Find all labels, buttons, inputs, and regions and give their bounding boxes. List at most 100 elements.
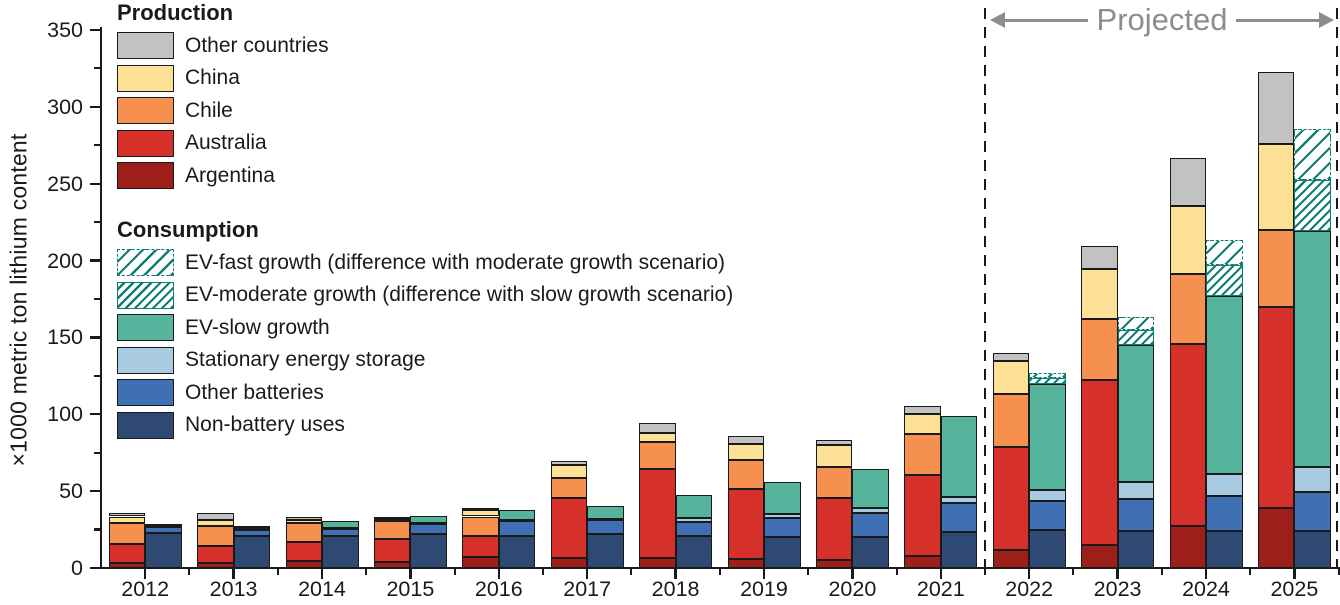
consumption-segment-other-batteries [233, 529, 271, 536]
production-segment-argentina [1081, 544, 1118, 568]
production-segment-australia [639, 468, 676, 558]
legend-production-items: Other countries China Chile Australia Argent… [117, 32, 329, 189]
y-tick [94, 297, 100, 300]
x-tick [497, 569, 500, 579]
x-tick [276, 569, 279, 575]
production-segment-chile [992, 393, 1030, 448]
x-tick-label: 2021 [916, 577, 965, 601]
production-segment-china [550, 465, 588, 479]
x-tick [586, 569, 589, 579]
consumption-segment-ev-slow-growth [498, 510, 536, 520]
consumption-segment-ev-slow-growth [764, 481, 801, 514]
production-segment-china [815, 445, 853, 467]
legend-item: Other countries [117, 32, 329, 59]
y-tick [94, 67, 100, 70]
consumption-segment-ev-slow-growth [145, 524, 182, 527]
consumption-segment-stationary-energy-storage [1029, 489, 1066, 502]
y-tick-label: 350 [47, 18, 83, 42]
production-segment-china [108, 516, 146, 523]
legend-item-label: China [185, 66, 240, 89]
legend-item-label: Non-battery uses [185, 413, 345, 436]
color-swatch [117, 411, 174, 439]
x-tick [718, 569, 721, 575]
x-tick [1116, 569, 1119, 579]
production-segment-china [992, 361, 1030, 394]
production-segment-chile [639, 441, 676, 469]
production-segment-other-countries [639, 422, 676, 433]
x-tick [762, 569, 766, 579]
consumption-segment-ev-slow-growth [322, 520, 359, 528]
x-tick [895, 569, 898, 575]
production-segment-other-countries [1081, 245, 1118, 269]
consumption-segment-other-batteries [852, 513, 889, 538]
production-segment-australia [462, 536, 499, 558]
x-tick-label: 2019 [740, 577, 788, 601]
y-tick-label: 100 [47, 402, 83, 427]
consumption-segment-stationary-energy-storage [322, 527, 359, 530]
production-segment-china [197, 519, 234, 526]
x-tick [851, 569, 854, 579]
production-segment-chile [108, 522, 146, 545]
x-tick [1028, 569, 1031, 579]
x-tick-label: 2015 [386, 577, 435, 601]
consumption-segment-stationary-energy-storage [145, 525, 182, 528]
y-tick-label: 300 [47, 94, 83, 119]
consumption-segment-ev-fast-growth-difference-with-moderate-growth-scenario [1117, 317, 1155, 330]
production-segment-chile [815, 466, 853, 499]
x-tick [674, 569, 677, 579]
y-tick [94, 220, 100, 224]
consumption-segment-ev-slow-growth [852, 469, 889, 508]
production-segment-argentina [1257, 508, 1295, 568]
x-tick [630, 569, 633, 575]
x-axis-line [99, 566, 1340, 570]
x-tick-label: 2018 [651, 577, 700, 601]
production-segment-chile [550, 478, 588, 499]
consumption-segment-stationary-energy-storage [764, 513, 801, 519]
production-segment-china [1169, 206, 1206, 274]
x-tick [939, 569, 942, 579]
x-tick [1337, 569, 1340, 575]
x-tick [232, 569, 235, 579]
consumption-segment-ev-moderate-growth-difference-with-slow-growth-scenario [1206, 265, 1243, 296]
consumption-segment-non-battery-uses [1294, 531, 1331, 568]
x-tick [541, 569, 545, 575]
x-tick [1072, 569, 1075, 575]
legend-item: China [117, 64, 329, 92]
production-segment-other-countries [108, 513, 146, 517]
production-segment-other-countries [904, 405, 941, 414]
y-tick [90, 489, 100, 493]
x-tick [409, 569, 412, 579]
projected-label: Projected [1096, 2, 1228, 37]
x-tick-label: 2014 [298, 577, 346, 601]
x-tick [1160, 569, 1163, 575]
legend-item: EV-fast growth (difference with moderate… [117, 249, 733, 276]
consumption-segment-ev-slow-growth [1117, 345, 1155, 482]
production-segment-china [285, 519, 322, 524]
production-segment-australia [373, 538, 411, 562]
projected-right-arrow [1236, 12, 1334, 28]
hatch-swatch [117, 281, 174, 309]
production-segment-chile [904, 434, 941, 475]
consumption-segment-stationary-energy-storage [940, 496, 978, 503]
legend-item: Argentina [117, 162, 329, 189]
production-segment-australia [727, 488, 764, 559]
consumption-segment-ev-fast-growth-difference-with-moderate-growth-scenario [1029, 372, 1066, 379]
consumption-segment-non-battery-uses [852, 537, 889, 568]
consumption-segment-stationary-energy-storage [1206, 474, 1243, 496]
consumption-segment-ev-slow-growth [1294, 230, 1331, 467]
production-segment-chile [1257, 229, 1295, 308]
production-segment-china [1081, 269, 1118, 319]
production-segment-other-countries [727, 435, 764, 445]
legend-item: EV-slow growth [117, 314, 733, 341]
consumption-segment-stationary-energy-storage [852, 507, 889, 514]
y-tick-label: 150 [47, 325, 83, 350]
projected-boundary-right-dashed-line [1335, 8, 1339, 568]
production-segment-argentina [639, 558, 676, 568]
legend-item-label: EV-moderate growth (difference with slow… [185, 283, 734, 306]
consumption-segment-other-batteries [764, 518, 801, 538]
consumption-segment-ev-fast-growth-difference-with-moderate-growth-scenario [1206, 239, 1243, 266]
consumption-segment-non-battery-uses [410, 534, 447, 568]
legend-production: Production Other countries China Chile Aust… [117, 0, 329, 195]
production-segment-china [904, 413, 941, 435]
y-tick [90, 105, 100, 109]
